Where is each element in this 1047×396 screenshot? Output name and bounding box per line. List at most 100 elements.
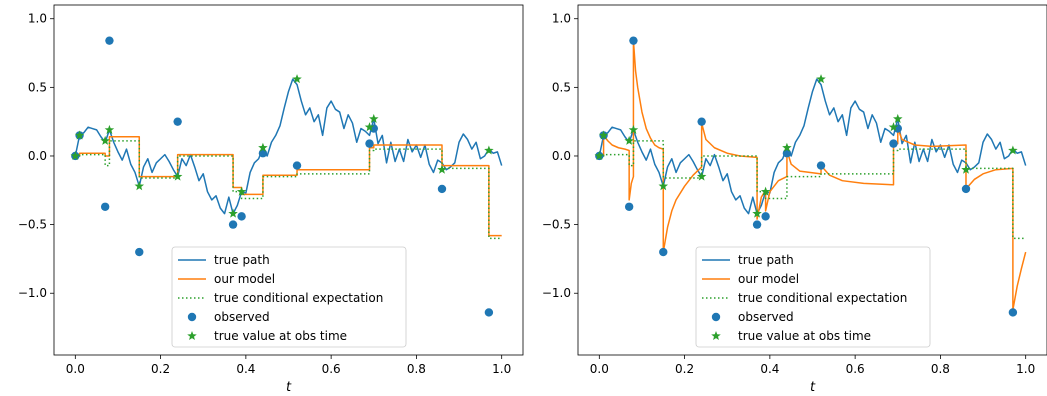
y-tick-label: −0.5 — [18, 218, 47, 232]
x-tick-label: 1.0 — [1016, 362, 1035, 376]
true-value-star — [228, 208, 238, 218]
true-value-star — [236, 186, 247, 196]
observed-point — [105, 36, 114, 45]
true-value-star — [100, 135, 110, 145]
legend-true-path-label: true path — [738, 253, 794, 267]
y-tick-label: 0.5 — [28, 80, 47, 94]
legend-model-label: our model — [214, 272, 275, 286]
y-tick-label: 0.0 — [28, 149, 47, 163]
observed-point — [237, 212, 246, 221]
true-value-star — [598, 130, 609, 140]
true-value-star — [74, 130, 85, 140]
observed-point — [697, 117, 706, 126]
true-value-star — [1008, 145, 1018, 155]
true-value-star — [658, 181, 669, 191]
legend-true-path-label: true path — [214, 253, 270, 267]
true-value-star — [292, 74, 302, 84]
x-axis-label: t — [810, 380, 816, 395]
legend-box — [171, 246, 407, 348]
legend-cond-label: true conditional expectation — [738, 291, 907, 305]
observed-point — [782, 149, 792, 158]
observed-point — [961, 184, 971, 194]
y-tick-label: −1.0 — [18, 286, 47, 300]
x-tick-label: 0.0 — [66, 362, 85, 376]
chart-panel-1: 0.0 0.2 0.4 0.6 0.8 1.0 −1.0 −0.5 0.0 0.5 1.0 t true… — [18, 4, 524, 395]
plot-area — [70, 36, 503, 317]
observed-point — [629, 36, 638, 45]
true-value-star — [782, 142, 792, 152]
true-value-star — [364, 122, 375, 132]
observed-point — [292, 161, 302, 170]
true-value-star — [696, 171, 707, 181]
observed-point — [659, 247, 668, 257]
true-value-star — [134, 181, 145, 191]
legend-observed-swatch — [711, 312, 721, 322]
legend-star-swatch — [187, 331, 197, 341]
y-tick-label: 0.5 — [552, 80, 571, 94]
true-value-star — [752, 208, 762, 218]
legend-model-label: our model — [738, 272, 799, 286]
true-value-star — [760, 186, 771, 196]
x-tick-label: 0.0 — [590, 362, 609, 376]
true-value-star — [104, 124, 115, 134]
observed-point — [135, 247, 144, 257]
y-tick-label: −1.0 — [542, 286, 571, 300]
observed-point — [624, 202, 634, 211]
observed-point — [173, 117, 182, 126]
x-tick-label: 0.2 — [675, 362, 694, 376]
x-tick-label: 0.6 — [322, 362, 341, 376]
observed-point — [100, 202, 110, 211]
observed-point — [1008, 308, 1018, 317]
y-tick-label: 1.0 — [28, 12, 47, 26]
observed-point — [228, 220, 238, 229]
true-value-star — [888, 122, 899, 132]
observed-point — [761, 212, 770, 221]
true-path-line — [74, 78, 503, 215]
x-tick-label: 0.2 — [151, 362, 170, 376]
true-value-star — [437, 164, 447, 174]
x-axis-label: t — [286, 380, 292, 395]
legend-observed-label: observed — [738, 310, 794, 324]
chart-panel-2: 0.0 0.2 0.4 0.6 0.8 1.0 −1.0 −0.5 0.0 0.5 1.0 t true… — [542, 4, 1047, 395]
true-path-line — [598, 78, 1027, 215]
true-value-star — [961, 164, 971, 174]
model-line — [599, 39, 1027, 311]
true-value-star — [893, 113, 903, 123]
true-value-star — [70, 150, 81, 161]
legend-observed-label: observed — [214, 310, 270, 324]
axes-frame — [577, 4, 1047, 356]
observed-point — [437, 184, 447, 194]
legend-observed-swatch — [187, 312, 197, 322]
x-tick-label: 0.4 — [236, 362, 255, 376]
cond-expectation-line — [599, 140, 1026, 240]
observed-point — [484, 308, 494, 317]
x-tick-label: 0.4 — [760, 362, 779, 376]
true-value-star — [628, 124, 639, 134]
observed-point — [816, 161, 826, 170]
true-value-star — [172, 171, 183, 181]
x-tick-label: 0.6 — [846, 362, 865, 376]
true-value-star — [594, 150, 605, 161]
x-tick-label: 1.0 — [492, 362, 511, 376]
legend-star-swatch — [711, 331, 721, 341]
true-value-star — [258, 142, 268, 152]
plot-area — [594, 36, 1027, 317]
y-tick-label: 1.0 — [552, 12, 571, 26]
legend-box — [695, 246, 931, 348]
true-value-star — [624, 135, 634, 145]
y-tick-label: 0.0 — [552, 149, 571, 163]
observed-point — [365, 139, 374, 148]
cond-expectation-line — [75, 140, 502, 240]
legend-true-value-label: true value at obs time — [214, 329, 347, 343]
true-value-star — [369, 113, 379, 123]
x-tick-label: 0.8 — [407, 362, 426, 376]
legend-cond-label: true conditional expectation — [214, 291, 383, 305]
observed-point — [752, 220, 762, 229]
axes-frame — [53, 4, 524, 356]
legend-true-value-label: true value at obs time — [738, 329, 871, 343]
true-value-star — [816, 74, 826, 84]
observed-point — [258, 149, 268, 158]
observed-point — [889, 139, 898, 148]
x-tick-label: 0.8 — [931, 362, 950, 376]
